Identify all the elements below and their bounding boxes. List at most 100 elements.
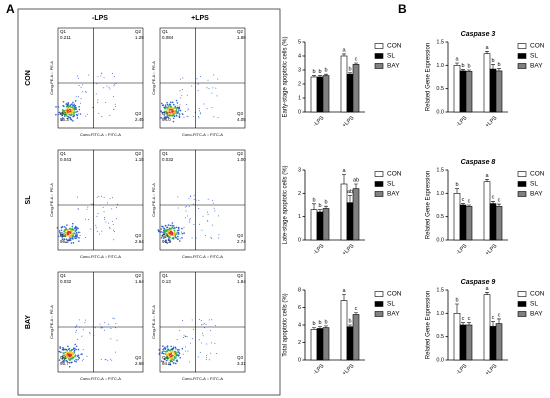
flow-dot — [71, 228, 74, 231]
flow-dot — [177, 238, 179, 241]
flow-dot — [193, 194, 195, 196]
bar — [346, 73, 354, 113]
flow-dot — [161, 352, 163, 355]
error-bar — [455, 62, 459, 66]
flow-dot — [60, 112, 63, 115]
significance-letter: c — [492, 195, 495, 201]
quadrant-name: Q2 — [135, 29, 142, 34]
flow-dot — [172, 110, 175, 113]
flow-dot — [80, 98, 82, 100]
flow-dot — [174, 107, 177, 109]
y-tick-label: 2 — [298, 81, 301, 87]
flow-dot — [65, 114, 68, 116]
flow-dot — [162, 234, 165, 236]
significance-letter: b — [455, 297, 458, 303]
quadrant-name: Q1 — [162, 151, 169, 156]
flow-dot — [193, 223, 195, 225]
flow-dot — [64, 235, 66, 238]
legend-swatch — [517, 191, 527, 197]
legend-label: BAY — [387, 311, 400, 318]
flow-dot — [177, 233, 180, 235]
flow-dot — [172, 362, 175, 364]
flow-dot — [175, 348, 177, 350]
bar — [453, 193, 461, 241]
flow-dot — [64, 115, 66, 118]
legend-swatch — [517, 171, 527, 177]
flow-dot — [68, 116, 71, 119]
y-axis-label: Related Gene Expression — [426, 171, 432, 239]
flow-dot — [164, 348, 167, 350]
flow-dot — [204, 327, 206, 329]
flow-dot — [164, 236, 167, 239]
flow-dot — [197, 356, 199, 358]
flow-dot — [172, 114, 175, 116]
y-tick-label: 3 — [298, 167, 301, 173]
flow-dot — [78, 240, 80, 242]
flow-dot — [167, 235, 169, 237]
flow-dot — [62, 346, 64, 349]
flow-dot — [213, 74, 215, 76]
flow-dot — [168, 363, 170, 366]
flow-dot — [58, 359, 61, 361]
flow-dot — [198, 199, 200, 201]
flow-dot — [166, 103, 169, 106]
flow-dot — [169, 363, 172, 366]
flow-dot — [101, 327, 103, 329]
flow-dot — [162, 226, 164, 228]
flow-dot — [69, 358, 72, 360]
flow-dot — [82, 91, 84, 93]
flow-dot — [69, 349, 71, 352]
flow-dot — [180, 231, 182, 233]
flow-dot — [172, 225, 175, 227]
flow-dot — [191, 319, 193, 321]
flow-dot — [103, 77, 105, 79]
flow-dot — [84, 322, 86, 324]
significance-letter: b — [324, 200, 327, 206]
y-tick-label: 2 — [298, 340, 301, 346]
error-bar — [348, 195, 352, 203]
flow-dot — [174, 105, 177, 108]
flow-dot — [69, 104, 72, 106]
flow-dot — [171, 222, 174, 224]
bar — [489, 326, 497, 361]
flow-dot — [206, 211, 208, 213]
legend-label: CON — [387, 43, 402, 50]
flow-dot — [66, 115, 69, 118]
flow-dot — [97, 213, 99, 215]
flow-dot — [171, 356, 174, 359]
flow-dot — [168, 114, 170, 117]
flow-dot — [70, 114, 73, 116]
flow-dot — [68, 365, 71, 368]
chart-title: Caspase 3 — [461, 31, 496, 38]
flow-dot — [101, 116, 103, 118]
significance-letter: c — [355, 56, 358, 62]
flow-dot — [71, 349, 74, 351]
flow-dot — [162, 360, 165, 363]
flow-dot — [56, 227, 59, 229]
bar — [346, 202, 354, 241]
flow-dot — [109, 358, 111, 360]
flow-dot — [163, 350, 165, 352]
flow-dot — [108, 323, 110, 325]
flow-dot — [61, 119, 63, 121]
flow-dot — [103, 211, 105, 213]
flow-dot — [171, 360, 173, 363]
flow-dot — [96, 230, 98, 232]
quadrant-name: Q3 — [135, 355, 142, 360]
flow-dot — [202, 335, 204, 337]
flow-dot — [173, 353, 176, 356]
flow-dot — [69, 231, 72, 234]
error-bar — [324, 205, 328, 209]
bar — [316, 211, 324, 241]
flow-dot — [71, 222, 74, 225]
flow-dot — [186, 94, 188, 96]
bar — [459, 204, 467, 241]
quadrant-value: 4.05 — [237, 117, 246, 122]
flow-dot — [170, 345, 172, 348]
flow-dot — [82, 358, 84, 360]
flow-dot — [77, 339, 79, 341]
flow-dot — [73, 347, 76, 350]
flow-dot — [179, 357, 181, 359]
flow-dot — [177, 227, 180, 230]
flow-dot — [168, 227, 171, 229]
